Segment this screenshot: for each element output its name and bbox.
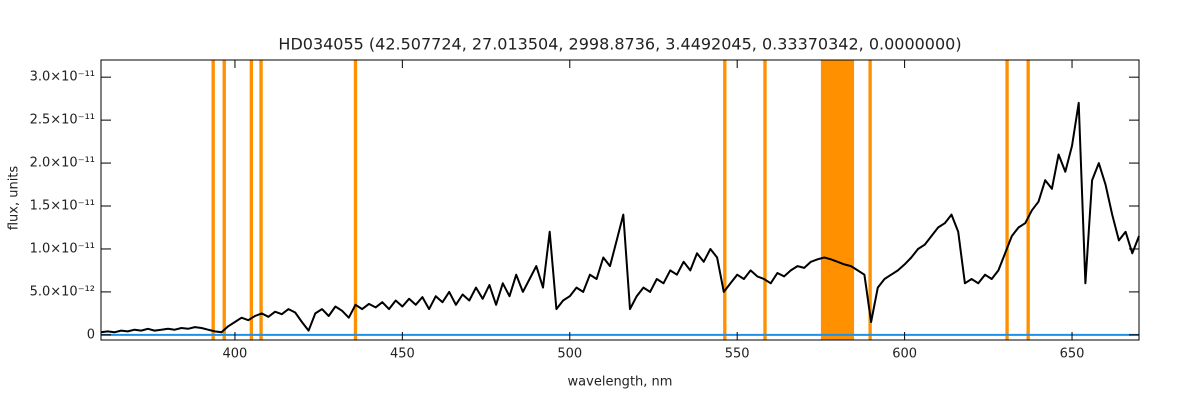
x-tick-label: 600 [892,347,917,362]
masked-region [820,60,855,340]
y-tick-label: 2.5×10⁻¹¹ [30,113,95,128]
x-tick-label: 500 [557,347,582,362]
plot-frame [100,59,1140,341]
x-tick-label: 450 [390,347,415,362]
masked-region [259,60,263,340]
y-tick-label: 1.0×10⁻¹¹ [30,241,95,256]
y-tick-label: 5.0×10⁻¹² [30,284,95,299]
x-tick-label: 650 [1060,347,1085,362]
y-axis-label: flux, units [7,166,22,231]
y-tick-label: 1.5×10⁻¹¹ [30,199,95,214]
masked-region [763,60,767,340]
spectrum-line [100,101,1140,334]
masked-region [868,60,872,340]
y-tick-label: 2.0×10⁻¹¹ [30,156,95,171]
masked-region [211,60,215,340]
x-axis-label: wavelength, nm [568,375,673,390]
masked-region [222,60,226,340]
masked-region [1005,60,1009,340]
masked-region [723,60,727,340]
chart-title: HD034055 (42.507724, 27.013504, 2998.873… [278,35,961,54]
y-tick-label: 3.0×10⁻¹¹ [30,70,95,85]
masked-region [353,60,358,340]
masked-region [1026,60,1030,340]
y-tick-label: 0 [87,327,95,342]
masked-region [249,60,254,340]
x-tick-label: 400 [223,347,248,362]
x-tick-label: 550 [725,347,750,362]
